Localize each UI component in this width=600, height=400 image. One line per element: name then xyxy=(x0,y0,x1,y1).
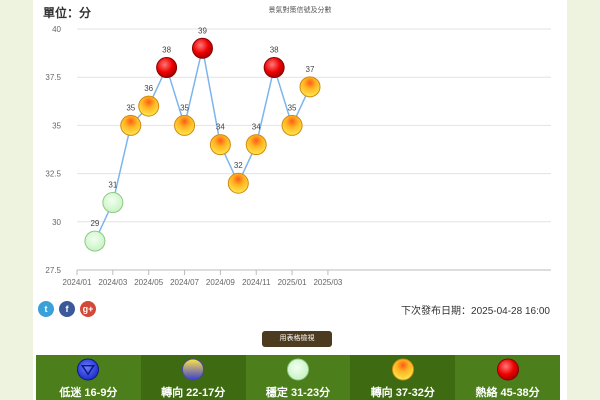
data-point-green[interactable] xyxy=(102,192,124,214)
y-tick-label: 27.5 xyxy=(45,266,61,275)
data-point-yellow-red[interactable] xyxy=(120,114,142,136)
legend-item-yellow-red: 轉向 37-32分 xyxy=(350,355,456,400)
data-label: 35 xyxy=(180,103,189,112)
legend-item-blue: 低迷 16-9分 xyxy=(36,355,141,400)
x-tick-label: 2025/01 xyxy=(278,278,307,287)
green-circle-icon xyxy=(286,358,310,381)
data-point-yellow-red[interactable] xyxy=(281,114,303,136)
data-point-yellow-red[interactable] xyxy=(174,114,196,136)
unit-label: 單位：分 xyxy=(43,6,92,20)
legend-item-yellow-blue: 轉向 22-17分 xyxy=(140,355,246,400)
data-label: 32 xyxy=(234,161,243,170)
data-label: 35 xyxy=(288,103,297,112)
y-tick-label: 37.5 xyxy=(45,73,61,82)
twitter-icon[interactable]: t xyxy=(38,301,54,317)
data-label: 36 xyxy=(144,84,153,93)
yellow-red-circle-icon xyxy=(391,358,414,381)
table-view-button[interactable]: 用表格檢視 xyxy=(262,331,332,347)
legend-item-red: 熱絡 45-38分 xyxy=(455,355,560,400)
yellow-blue-circle-icon xyxy=(182,358,205,381)
legend-label: 轉向 22-17分 xyxy=(161,387,226,399)
x-tick-label: 2024/09 xyxy=(206,278,235,287)
data-label: 39 xyxy=(198,26,207,35)
x-tick-label: 2024/03 xyxy=(98,278,127,287)
signal-line-chart: 27.5 30 32.5 35 37.5 40 2024/01 2024/03 2024/05 2… xyxy=(45,25,551,287)
data-label: 35 xyxy=(126,103,135,112)
data-point-yellow-red[interactable] xyxy=(299,76,321,98)
y-tick-label: 32.5 xyxy=(45,170,61,179)
google-plus-icon[interactable]: g+ xyxy=(80,301,96,317)
red-circle-icon xyxy=(496,358,519,381)
data-label: 34 xyxy=(216,123,225,132)
data-label: 38 xyxy=(270,46,279,55)
data-point-yellow-red[interactable] xyxy=(245,134,267,156)
data-point-yellow-red[interactable] xyxy=(138,95,160,117)
x-tick-label: 2024/11 xyxy=(242,278,271,287)
data-point-yellow-red[interactable] xyxy=(209,134,231,156)
legend-item-green: 穩定 31-23分 xyxy=(245,355,351,400)
blue-down-triangle-icon xyxy=(77,358,100,381)
legend-label: 熱絡 45-38分 xyxy=(475,387,540,399)
data-label: 31 xyxy=(108,181,117,190)
x-tick-label: 2025/03 xyxy=(313,278,342,287)
legend-label: 低迷 16-9分 xyxy=(59,387,118,399)
data-point-yellow-red[interactable] xyxy=(227,172,249,194)
chart-title: 景氣對策信號及分數 xyxy=(268,7,332,14)
y-tick-label: 40 xyxy=(52,25,61,34)
data-label: 38 xyxy=(162,46,171,55)
y-tick-label: 30 xyxy=(52,218,61,227)
data-label: 37 xyxy=(306,65,315,74)
x-tick-label: 2024/07 xyxy=(170,278,199,287)
data-point-red[interactable] xyxy=(191,37,213,59)
legend-label: 轉向 37-32分 xyxy=(370,387,435,399)
x-tick-label: 2024/01 xyxy=(63,278,92,287)
data-label: 29 xyxy=(90,219,99,228)
signal-legend: 低迷 16-9分 轉向 22-17分 穩定 31-23分 轉向 37-32分 熱… xyxy=(36,355,560,400)
facebook-icon[interactable]: f xyxy=(59,301,75,317)
legend-label: 穩定 31-23分 xyxy=(265,387,331,399)
x-tick-label: 2024/05 xyxy=(134,278,163,287)
y-tick-label: 35 xyxy=(52,121,61,130)
next-release-date: 下次發布日期：2025-04-28 16:00 xyxy=(401,306,550,317)
data-label: 34 xyxy=(252,123,261,132)
data-point-red[interactable] xyxy=(156,57,178,79)
data-point-red[interactable] xyxy=(263,57,285,79)
data-point-green[interactable] xyxy=(84,230,106,252)
